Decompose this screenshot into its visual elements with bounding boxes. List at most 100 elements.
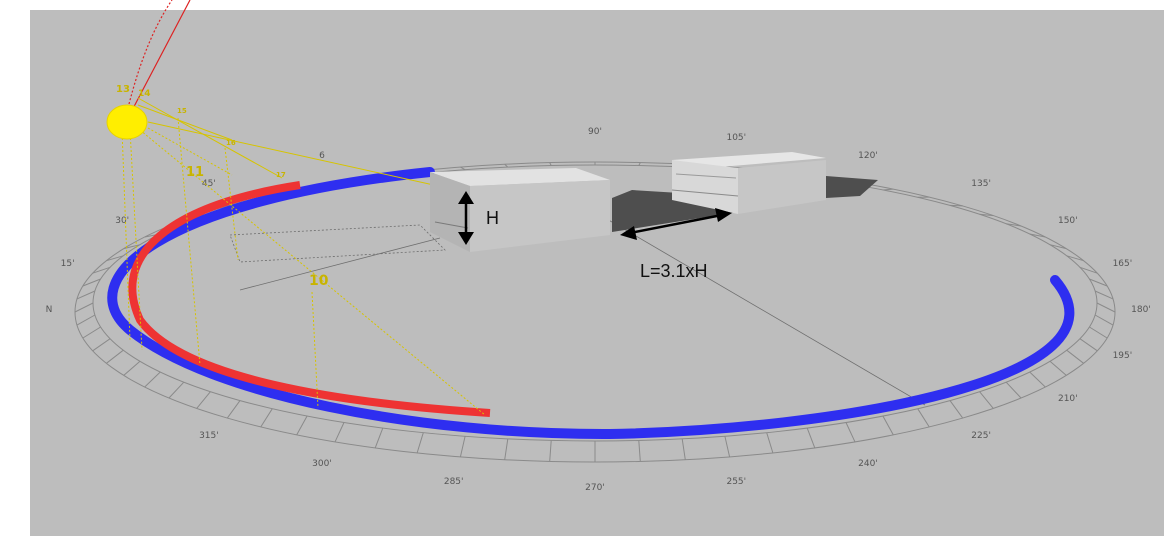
- compass-tick: [949, 204, 963, 207]
- compass-tick: [1079, 266, 1098, 274]
- distance-arrow-shaft: [629, 213, 723, 235]
- compass-tick: [416, 432, 424, 454]
- compass-tick: [459, 436, 466, 458]
- compass-degree-label: 240': [858, 459, 878, 469]
- compass-tick: [882, 415, 894, 436]
- back-building-front: [738, 160, 826, 214]
- hour-guide-line: [137, 97, 283, 179]
- winter-sun-path: [128, 181, 491, 417]
- compass-tick: [1096, 302, 1116, 313]
- hour-label: 17: [276, 171, 286, 179]
- hour-label: 14: [138, 89, 151, 99]
- distance-arrow: [620, 208, 732, 240]
- compass-degree-label: 165': [1113, 259, 1133, 269]
- north-south-axis: [599, 214, 926, 406]
- compass-tick: [1049, 360, 1067, 376]
- height-label: H: [486, 208, 499, 228]
- compass-tick: [74, 302, 94, 313]
- back-building-top: [672, 152, 826, 168]
- compass-tick: [1006, 223, 1022, 227]
- hour-drop-line: [129, 129, 143, 351]
- sun: [106, 104, 148, 140]
- front-building-top: [430, 168, 610, 186]
- height-arrow: [458, 191, 474, 245]
- compass-tick: [296, 415, 308, 436]
- compass-degree-label: 135': [971, 179, 991, 189]
- compass-tick: [504, 163, 509, 168]
- compass-degree-label: 270': [585, 483, 605, 493]
- front-building-edge: [434, 221, 469, 229]
- compass-tick: [92, 338, 111, 352]
- compass-degree-label: 285': [444, 477, 464, 487]
- compass-tick: [82, 278, 101, 287]
- compass-tick: [1066, 255, 1084, 262]
- compass-degree-label: N: [46, 305, 53, 315]
- hour-label: 13: [116, 84, 130, 95]
- compass-tick: [226, 400, 241, 419]
- compass-tick: [106, 349, 124, 364]
- compass-degree-label: 210': [1058, 394, 1078, 404]
- distance-arrow-head-right: [715, 208, 732, 222]
- compass-tick: [168, 381, 185, 399]
- compass-tick: [504, 438, 509, 460]
- compass-degree-label: 315': [199, 431, 219, 441]
- compass-tick: [106, 255, 124, 262]
- compass-degree-label: 30': [115, 216, 129, 226]
- compass-degree-label: 300': [312, 459, 332, 469]
- viewport-background: [30, 10, 1164, 536]
- compass-tick: [638, 162, 641, 166]
- compass-degree-label: 150': [1058, 216, 1078, 226]
- compass-tick: [766, 432, 774, 454]
- compass-tick: [123, 360, 141, 376]
- hour-label: 10: [309, 273, 329, 289]
- compass-tick: [806, 427, 816, 449]
- compass-tick: [549, 162, 552, 166]
- height-arrow-head-down: [458, 232, 474, 245]
- compass-tick: [681, 438, 686, 460]
- ground-guide-line: [239, 237, 441, 291]
- hour-drop-line: [224, 147, 239, 261]
- compass-tick: [76, 314, 96, 326]
- compass-tick: [1089, 278, 1108, 287]
- compass-tick: [949, 400, 964, 419]
- compass-tick: [1094, 290, 1114, 300]
- hour-label: 15: [177, 107, 187, 115]
- compass-tick: [638, 440, 641, 462]
- compass-tick: [334, 422, 345, 443]
- hour-guides: [121, 97, 486, 416]
- compass-tick: [196, 391, 211, 409]
- back-building-side: [672, 160, 738, 214]
- compass-tick: [76, 290, 96, 300]
- compass-tick: [374, 427, 384, 449]
- compass-degree-label: 90': [588, 127, 602, 137]
- compass-degree-label: 120': [858, 151, 878, 161]
- compass-tick: [1094, 314, 1114, 326]
- compass-tick: [1029, 371, 1046, 388]
- compass-tick: [92, 266, 111, 274]
- height-arrow-head-up: [458, 191, 474, 204]
- back-building: [671, 152, 826, 214]
- hour-drop-line: [311, 291, 319, 409]
- hour-labels: 13 14 15 16 17 11 10: [116, 84, 329, 289]
- compass-tick: [845, 422, 856, 443]
- compass-tick: [549, 440, 552, 462]
- back-building-edge: [675, 173, 737, 179]
- back-building-edge: [671, 189, 739, 197]
- distance-arrow-head-left: [620, 226, 637, 240]
- compass-tick: [260, 408, 273, 428]
- compass-tick: [1005, 381, 1022, 399]
- compass-tick: [917, 408, 930, 428]
- hour-slant-line: [147, 127, 233, 176]
- hour-guide-line: [137, 104, 233, 141]
- compass-tick: [460, 166, 466, 171]
- compass-tick: [1066, 349, 1084, 364]
- compass-degree-label: 225': [971, 431, 991, 441]
- hour-drop-line: [177, 117, 201, 366]
- far-building-shadow: [826, 176, 878, 198]
- compass-tick: [1029, 233, 1046, 238]
- compass-degree-label: 15': [61, 259, 75, 269]
- compass-tick: [1089, 326, 1108, 339]
- ground-dotted-outline: [229, 224, 446, 263]
- compass-tick: [123, 244, 141, 250]
